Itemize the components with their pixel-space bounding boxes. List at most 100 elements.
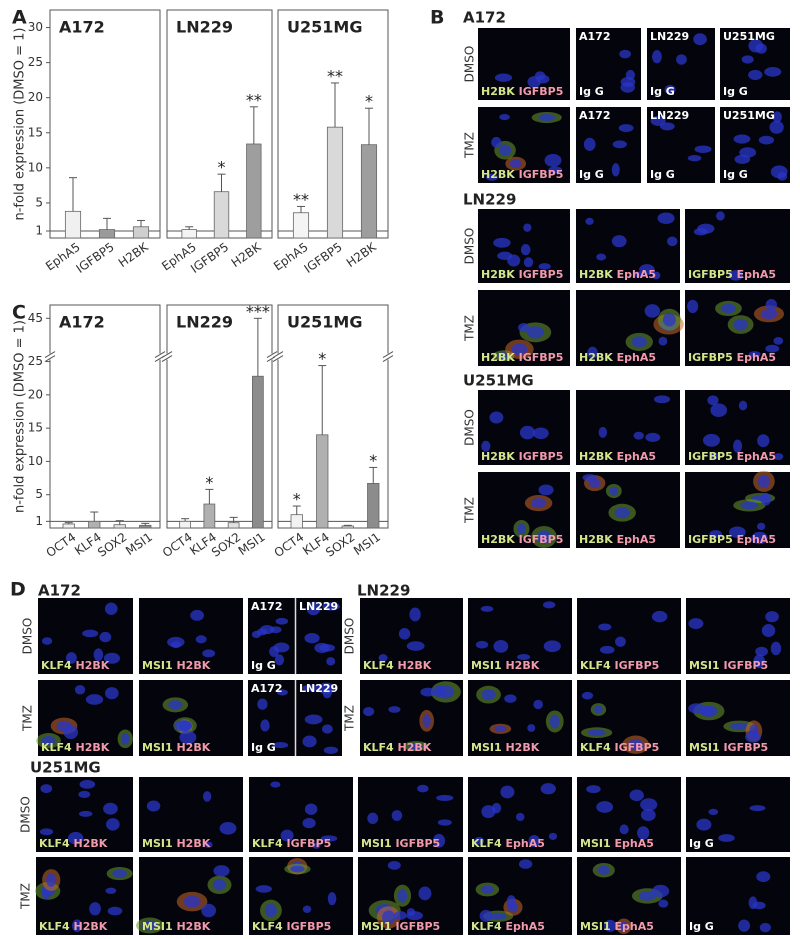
image-label: Ig G <box>579 85 604 98</box>
cell-nucleus <box>533 699 543 710</box>
error-bar <box>185 226 194 230</box>
cell-nucleus <box>270 781 281 788</box>
cell-nucleus <box>78 810 93 817</box>
cell-nucleus <box>422 713 431 728</box>
significance-label: * <box>218 158 226 177</box>
axis-break-mark <box>272 355 284 363</box>
bar <box>360 144 378 239</box>
error-bar <box>253 317 262 377</box>
bar <box>113 524 126 529</box>
cell-nucleus <box>748 896 758 910</box>
cell-nucleus <box>755 43 767 54</box>
bar <box>213 191 230 239</box>
condition-label: DMSO <box>343 618 357 655</box>
bar <box>367 482 380 529</box>
stain-label: H2BK EphA5 <box>579 268 656 281</box>
cell-nucleus <box>79 779 96 789</box>
stain-label: MSI1 H2BK <box>142 920 211 933</box>
stain-label: KLF4 H2BK <box>39 920 108 933</box>
cell-nucleus <box>587 346 598 359</box>
cell-nucleus <box>618 124 634 132</box>
cell-nucleus <box>757 474 770 488</box>
cell-nucleus <box>105 887 117 894</box>
image-label: Ig G <box>689 920 714 933</box>
cell-nucleus <box>326 657 336 666</box>
cell-nucleus <box>78 790 91 799</box>
image-corner-label: LN229 <box>299 682 338 695</box>
cell-nucleus <box>497 251 513 261</box>
cell-nucleus <box>587 729 606 736</box>
x-tick-label: H2BK <box>116 239 152 270</box>
cell-nucleus <box>480 885 494 894</box>
image-corner-label: U251MG <box>723 109 775 122</box>
cell-nucleus <box>598 426 608 438</box>
cell-nucleus <box>190 609 204 621</box>
stain-green: MSI1 <box>471 659 502 672</box>
cell-nucleus <box>432 833 446 848</box>
cell-nucleus <box>302 684 320 692</box>
stain-red: IGFBP5 <box>615 741 660 754</box>
cell-nucleus <box>264 903 277 918</box>
cell-nucleus <box>773 453 784 461</box>
cell-nucleus <box>581 691 594 700</box>
x-tick-label: IGFBP5 <box>302 240 345 276</box>
stain-green: MSI1 <box>142 659 173 672</box>
axis-break-gap <box>164 353 170 360</box>
cell-nucleus <box>74 684 86 695</box>
micrograph <box>686 857 790 935</box>
cell-nucleus <box>518 859 533 869</box>
cell-nucleus <box>738 400 748 411</box>
cell-nucleus <box>751 531 768 545</box>
panel-label: A <box>12 7 27 29</box>
stain-label: MSI1 IGFBP5 <box>361 920 440 933</box>
cell-nucleus <box>256 628 268 636</box>
cell-nucleus <box>409 607 421 622</box>
axis-break-mark <box>382 355 394 363</box>
cell-nucleus <box>302 735 317 748</box>
y-tick-label: 10 <box>28 454 43 468</box>
bar <box>179 520 191 529</box>
y-tick-label: 1 <box>35 223 43 237</box>
stain-label: KLF4 H2BK <box>41 659 110 672</box>
cell-nucleus <box>629 789 644 802</box>
cell-nucleus <box>321 724 333 734</box>
stain-red: IGFBP5 <box>615 659 660 672</box>
significance-label: *** <box>246 302 270 321</box>
cell-nucleus <box>633 271 642 278</box>
cell-nucleus <box>594 705 603 714</box>
cell-nucleus <box>280 829 294 842</box>
cell-nucleus <box>104 602 118 615</box>
cell-nucleus <box>733 439 743 453</box>
cell-nucleus <box>82 629 99 638</box>
stain-green: H2BK <box>579 268 613 281</box>
stain-green: MSI1 <box>142 837 173 850</box>
error-bar <box>137 219 145 227</box>
cell-nucleus <box>730 722 749 730</box>
stain-label: IGFBP5 EphA5 <box>688 450 776 463</box>
cell-nucleus <box>323 746 339 754</box>
stain-label: H2BK IGFBP5 <box>481 168 563 181</box>
condition-label: DMSO <box>463 409 477 446</box>
stain-green: H2BK <box>481 268 515 281</box>
significance-label: * <box>205 473 213 492</box>
cell-nucleus <box>65 652 77 664</box>
stain-red: EphA5 <box>737 268 776 281</box>
cell-nucleus <box>493 237 511 248</box>
stain-red: EphA5 <box>506 837 545 850</box>
cell-nucleus <box>614 507 630 519</box>
cell-nucleus <box>729 526 746 538</box>
stain-red: EphA5 <box>617 450 656 463</box>
cell-nucleus <box>493 640 509 653</box>
stain-green: KLF4 <box>580 659 611 672</box>
image-corner-label: LN229 <box>650 30 689 43</box>
cell-nucleus <box>640 798 658 812</box>
cell-nucleus <box>312 842 321 849</box>
image-corner-label: LN229 <box>299 600 338 613</box>
cell-nucleus <box>219 822 237 835</box>
cell-nucleus <box>738 919 751 932</box>
y-tick-label: 15 <box>28 421 43 435</box>
cell-nucleus <box>489 912 507 920</box>
cell-nucleus <box>322 602 340 611</box>
cell-nucleus <box>716 211 725 221</box>
cell-nucleus <box>367 812 379 824</box>
